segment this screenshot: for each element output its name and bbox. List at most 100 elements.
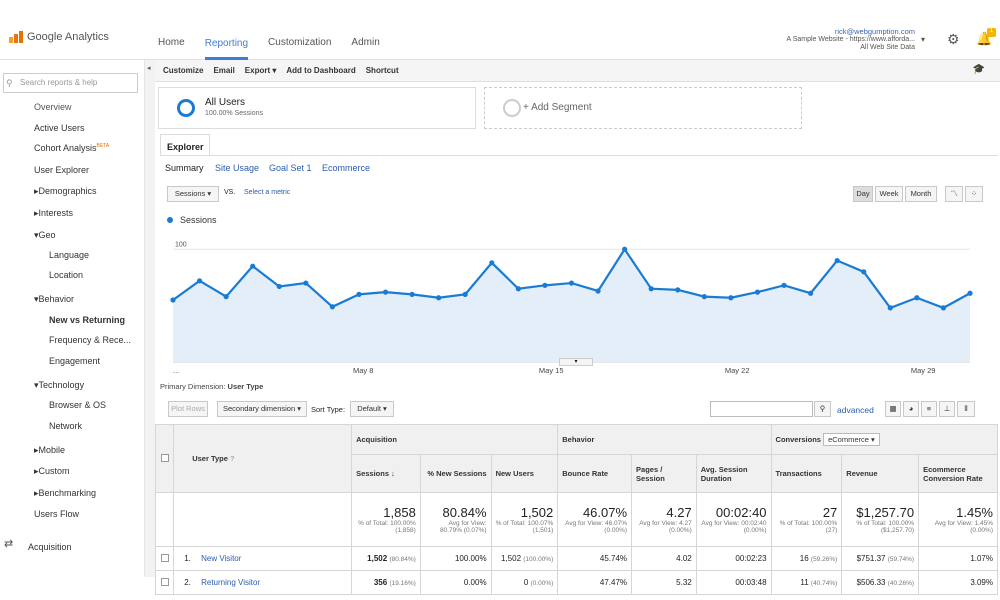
table-filter-input[interactable]	[710, 401, 813, 417]
performance-view-icon[interactable]: ≡	[921, 401, 937, 417]
primary-dimension-value[interactable]: User Type	[227, 382, 264, 391]
select-metric-link[interactable]: Select a metric	[244, 189, 291, 196]
sidebar-item-demographics[interactable]: ▸Demographics	[34, 186, 97, 197]
chart-resize-handle[interactable]: ▾	[559, 358, 593, 366]
advanced-link[interactable]: advanced	[837, 405, 874, 415]
sidebar-item-frequency[interactable]: Frequency & Rece...	[49, 335, 132, 345]
search-input[interactable]: Search reports & help	[3, 73, 138, 93]
segment-all-users[interactable]: All Users 100.00% Sessions	[158, 87, 476, 129]
total-sub: Avg for View: 00:02:40 (0.00%)	[701, 520, 767, 534]
logo[interactable]: Google Analytics	[9, 31, 109, 43]
sidebar-collapse[interactable]: ◂	[145, 60, 155, 577]
acquisition-group: Acquisition	[351, 424, 559, 455]
metric-select[interactable]: Sessions ▾	[167, 186, 219, 202]
secondary-dimension-select[interactable]: Secondary dimension ▾	[217, 401, 307, 417]
caret-down-icon: ▾	[34, 294, 39, 304]
sidebar-item-custom[interactable]: ▸Custom	[34, 466, 70, 477]
motion-chart-icon[interactable]: ⁘	[965, 186, 983, 202]
add-to-dashboard-button[interactable]: Add to Dashboard	[286, 66, 356, 75]
email-button[interactable]: Email	[213, 66, 235, 75]
row-name-cell: 2. Returning Visitor	[173, 570, 353, 595]
sort-type-select[interactable]: Default ▾	[350, 401, 394, 417]
table-row[interactable]: 1. New Visitor 1,502 (80.84%) 100.00% 1,502…	[154, 546, 998, 571]
tab-explorer[interactable]: Explorer	[160, 134, 210, 156]
sidebar-item-mobile[interactable]: ▸Mobile	[34, 445, 65, 456]
col-new-sessions[interactable]: % New Sessions	[419, 454, 492, 493]
comparison-view-icon[interactable]: ⊥	[939, 401, 955, 417]
row-checkbox-cell	[154, 546, 175, 571]
line-chart-icon[interactable]: 〽	[945, 186, 963, 202]
sidebar-item-overview[interactable]: Overview	[34, 102, 72, 112]
pie-view-icon[interactable]: ◕	[903, 401, 919, 417]
col-revenue[interactable]: Revenue	[841, 454, 920, 493]
subtab-ecommerce[interactable]: Ecommerce	[322, 163, 371, 173]
data-point	[382, 289, 389, 295]
sidebar-item-technology[interactable]: ▾Technology	[34, 380, 84, 391]
primary-dimension-label: Primary Dimension:	[160, 382, 226, 391]
shortcut-button[interactable]: Shortcut	[365, 66, 399, 75]
sidebar-item-language[interactable]: Language	[49, 250, 90, 260]
nav-customization[interactable]: Customization	[268, 36, 332, 48]
col-sessions[interactable]: Sessions ↓	[351, 454, 421, 493]
gear-icon[interactable]: ⚙	[947, 31, 960, 47]
nav-admin[interactable]: Admin	[351, 36, 380, 48]
row-name-link[interactable]: New Visitor	[201, 554, 242, 563]
row-checkbox[interactable]	[160, 553, 169, 562]
col-new-users[interactable]: New Users	[490, 454, 559, 493]
transactions-pct: (59.26%)	[810, 556, 838, 563]
ecommerce-select[interactable]: eCommerce ▾	[823, 433, 880, 446]
select-all-checkbox[interactable]	[160, 453, 169, 462]
sessions-pct: (80.84%)	[389, 556, 416, 563]
sidebar-item-browser-os[interactable]: Browser & OS	[49, 400, 107, 410]
export-button[interactable]: Export ▾	[244, 66, 277, 75]
sidebar-item-engagement[interactable]: Engagement	[49, 356, 101, 366]
row-checkbox[interactable]	[160, 577, 169, 586]
col-bounce-rate[interactable]: Bounce Rate	[557, 454, 633, 493]
collapse-arrow-icon: ◂	[147, 65, 151, 72]
total-value: $1,257.70	[856, 505, 915, 520]
total-value: 00:02:40	[715, 505, 767, 520]
row-name-link[interactable]: Returning Visitor	[201, 578, 261, 587]
conversions-group: Conversions eCommerce ▾	[770, 424, 999, 455]
nav-home[interactable]: Home	[158, 36, 185, 48]
customize-button[interactable]: Customize	[163, 66, 204, 75]
search-icon[interactable]: ⚲	[814, 401, 831, 417]
month-button[interactable]: Month	[905, 186, 937, 202]
sidebar-item-users-flow[interactable]: Users Flow	[34, 509, 80, 519]
sidebar-item-cohort-analysis[interactable]: Cohort AnalysisBETA	[34, 143, 109, 153]
user-type-header[interactable]: User Type ?	[173, 424, 353, 493]
add-segment[interactable]: + Add Segment	[484, 87, 802, 129]
sidebar-item-network[interactable]: Network	[49, 421, 83, 431]
sidebar-item-user-explorer[interactable]: User Explorer	[34, 165, 90, 175]
sidebar-item-active-users[interactable]: Active Users	[34, 123, 85, 133]
chevron-down-icon[interactable]: ▾	[921, 35, 926, 44]
table-view-icon[interactable]: ▦	[885, 401, 901, 417]
sidebar-item-geo[interactable]: ▾Geo	[34, 230, 56, 241]
pivot-view-icon[interactable]: ⦀	[957, 401, 975, 417]
data-point	[701, 294, 707, 300]
sidebar-item-interests[interactable]: ▸Interests	[34, 208, 73, 219]
top-bar: Google Analytics Home Reporting Customiz…	[0, 24, 1000, 60]
sidebar-item-new-vs-returning[interactable]: New vs Returning	[49, 315, 126, 325]
col-pages-session[interactable]: Pages / Session	[631, 454, 697, 493]
sidebar-item-behavior[interactable]: ▾Behavior	[34, 294, 74, 305]
col-ecr[interactable]: Ecommerce Conversion Rate	[918, 454, 998, 493]
sidebar-item-benchmarking[interactable]: ▸Benchmarking	[34, 488, 96, 499]
subtab-site-usage[interactable]: Site Usage	[215, 163, 260, 173]
col-transactions[interactable]: Transactions	[770, 454, 843, 493]
col-avg-duration[interactable]: Avg. Session Duration	[695, 454, 772, 493]
table-row[interactable]: 2. Returning Visitor 356 (19.16%) 0.00% 0 (…	[154, 570, 998, 595]
sidebar-item-location[interactable]: Location	[49, 270, 84, 280]
subtab-summary[interactable]: Summary	[165, 163, 204, 173]
subtab-goal-set[interactable]: Goal Set 1	[269, 163, 312, 173]
week-button[interactable]: Week	[875, 186, 903, 202]
sidebar-item-acquisition[interactable]: Acquisition	[28, 542, 72, 552]
graduation-cap-icon[interactable]: 🎓	[972, 64, 985, 75]
sidebar-item-label: Technology	[38, 380, 85, 390]
nav-reporting[interactable]: Reporting	[204, 24, 249, 60]
sidebar-item-label: Custom	[38, 466, 70, 476]
plot-rows-button[interactable]: Plot Rows	[168, 401, 208, 417]
account-selector[interactable]: rick@webgumption.com A Sample Website - …	[786, 28, 915, 52]
day-button[interactable]: Day	[853, 186, 873, 202]
caret-right-icon: ▸	[34, 466, 39, 476]
